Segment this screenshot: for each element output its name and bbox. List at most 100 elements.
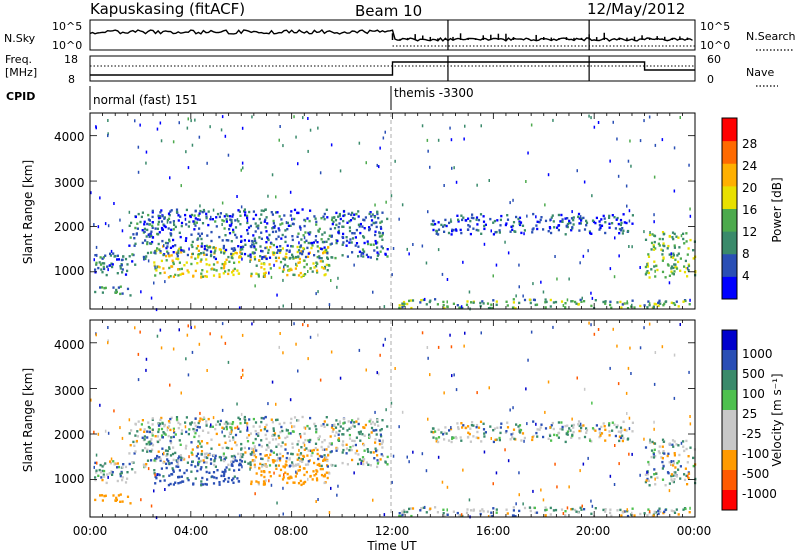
velocity-pixel (675, 475, 679, 478)
power-pixel (349, 219, 353, 222)
power-pixel (234, 226, 238, 229)
velocity-pixel (177, 459, 180, 462)
velocity-pixel (568, 429, 571, 432)
velocity-pixel (238, 514, 241, 518)
power-pixel (493, 219, 496, 223)
power-pixel (289, 256, 292, 260)
freq-trace (90, 56, 695, 81)
power-pixel (265, 257, 268, 260)
velocity-pixel (279, 459, 282, 462)
velocity-pixel (519, 428, 523, 432)
velocity-pixel (342, 448, 345, 452)
velocity-pixel (175, 418, 179, 421)
velocity-pixel (527, 358, 529, 362)
velocity-pixel (178, 455, 181, 458)
velocity-pixel (291, 446, 294, 449)
power-pixel (182, 249, 185, 252)
velocity-pixel (192, 427, 195, 431)
power-scatter (90, 114, 697, 312)
velocity-pixel (284, 463, 287, 466)
velocity-pixel (376, 454, 379, 457)
velocity-cbar-segment (722, 370, 737, 391)
velocity-pixel (338, 420, 341, 423)
velocity-pixel (664, 508, 667, 512)
velocity-pixel (121, 478, 124, 482)
velocity-pixel (157, 440, 160, 444)
velocity-pixel (617, 430, 620, 433)
velocity-pixel (629, 346, 631, 350)
velocity-pixel (227, 476, 230, 480)
velocity-pixel (653, 473, 656, 476)
power-pixel (164, 280, 166, 284)
power-pixel (178, 247, 181, 251)
velocity-pixel (357, 462, 360, 466)
velocity-pixel (571, 433, 574, 437)
power-pixel (248, 210, 251, 214)
power-pixel (564, 233, 567, 236)
velocity-pixel (686, 461, 689, 464)
velocity-pixel (653, 420, 655, 424)
velocity-pixel (95, 469, 98, 472)
power-pixel (113, 202, 115, 205)
velocity-pixel (303, 467, 306, 470)
velocity-pixel (562, 512, 565, 515)
velocity-pixel (459, 436, 462, 439)
power-pixel (320, 247, 323, 250)
velocity-pixel (342, 433, 345, 436)
power-pixel (661, 270, 665, 274)
velocity-pixel (283, 421, 286, 425)
power-pixel (513, 230, 516, 233)
velocity-pixel (590, 499, 592, 503)
power-pixel (595, 216, 598, 220)
power-cbar-segment (722, 208, 737, 232)
power-pixel (99, 256, 102, 259)
power-pixel (169, 210, 172, 213)
power-pixel (121, 271, 124, 274)
power-pixel (275, 195, 277, 199)
velocity-pixel (500, 422, 503, 425)
velocity-pixel (303, 432, 306, 435)
velocity-pixel (147, 425, 150, 429)
velocity-pixel (402, 508, 406, 512)
velocity-pixel (341, 443, 344, 446)
velocity-pixel (253, 454, 256, 457)
velocity-pixel (233, 475, 236, 478)
nave-tick-high: 60 (707, 53, 721, 66)
velocity-pixel (242, 373, 244, 377)
velocity-pixel (297, 469, 300, 472)
velocity-pixel (689, 415, 691, 418)
power-pixel (670, 270, 673, 273)
velocity-pixel (431, 427, 435, 430)
power-pixel (209, 218, 212, 221)
velocity-pixel (380, 453, 383, 456)
velocity-pixel (334, 426, 338, 429)
power-pixel (361, 225, 364, 228)
power-pixel (134, 263, 137, 266)
power-pixel (320, 257, 323, 260)
power-pixel (556, 277, 558, 281)
velocity-pixel (392, 454, 395, 458)
velocity-pixel (680, 441, 683, 445)
power-pixel (509, 230, 512, 233)
power-pixel (170, 228, 173, 231)
power-pixel (590, 304, 593, 308)
velocity-pixel (298, 468, 301, 472)
power-pixel (223, 215, 226, 218)
velocity-pixel (227, 480, 230, 483)
velocity-pixel (626, 412, 628, 415)
power-pixel (373, 249, 376, 252)
power-pixel (688, 163, 690, 167)
power-pixel (180, 249, 183, 252)
velocity-pixel (427, 417, 429, 421)
power-pixel (194, 257, 197, 260)
velocity-pixel (143, 435, 146, 438)
velocity-pixel (458, 514, 461, 518)
velocity-pixel (323, 454, 326, 457)
power-pixel (579, 215, 582, 219)
velocity-pixel (300, 446, 303, 449)
power-pixel (243, 239, 246, 242)
power-pixel (342, 214, 345, 218)
power-pixel (179, 215, 182, 218)
power-pixel (661, 138, 664, 142)
power-pixel (577, 215, 580, 218)
